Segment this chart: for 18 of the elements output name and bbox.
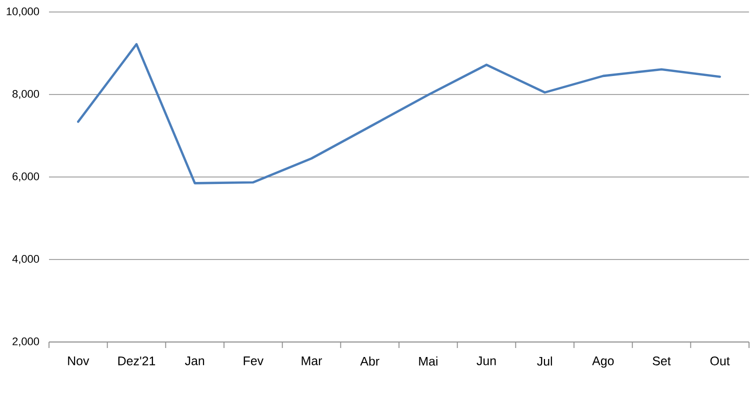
x-tick-label: Fev: [244, 356, 264, 366]
y-tick-label: 8,000: [12, 90, 40, 100]
x-tick-label: Mai: [419, 356, 438, 366]
x-tick-label: Jan: [184, 356, 204, 366]
x-tick-label: Dez'21: [118, 356, 156, 366]
x-tick-label: Mar: [302, 356, 322, 366]
x-tick-label: Out: [710, 356, 730, 366]
y-tick-label: 10,000: [6, 7, 40, 17]
x-tick-label: Jul: [537, 356, 552, 366]
y-tick-label: 4,000: [12, 254, 40, 264]
y-tick-label: 2,000: [12, 337, 40, 347]
x-tick-label: Nov: [68, 356, 90, 366]
x-tick-label: Set: [652, 356, 671, 366]
line-series: [77, 43, 721, 184]
x-tick-label: Abr: [360, 356, 380, 366]
x-tick-label: Ago: [592, 356, 614, 368]
x-tick-label: Jun: [476, 356, 496, 366]
y-tick-label: 6,000: [12, 172, 40, 182]
